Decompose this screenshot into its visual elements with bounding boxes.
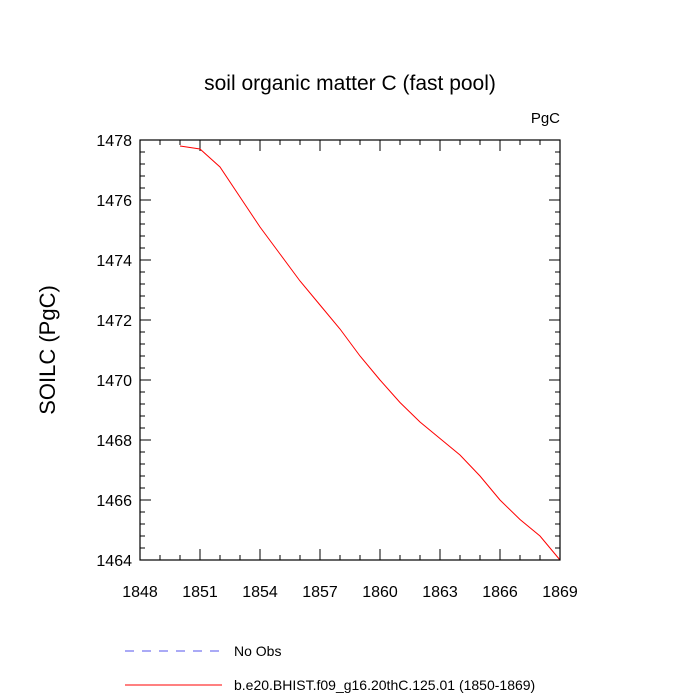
units-label: PgC	[531, 110, 560, 127]
x-tick-label: 1857	[302, 584, 338, 601]
x-tick-label: 1869	[542, 584, 578, 601]
y-tick-label: 1472	[96, 313, 132, 330]
x-tick-label: 1863	[422, 584, 458, 601]
legend-entry: No Obs	[234, 643, 281, 659]
x-tick-label: 1851	[182, 584, 218, 601]
y-tick-label: 1470	[96, 373, 132, 390]
y-tick-label: 1466	[96, 493, 132, 510]
series-line	[179, 145, 561, 561]
y-tick-label: 1476	[96, 193, 132, 210]
plot-frame	[139, 139, 561, 561]
y-tick-label: 1468	[96, 433, 132, 450]
x-tick-label: 1854	[242, 584, 278, 601]
y-tick-label: 1464	[96, 553, 132, 570]
x-tick-label: 1848	[122, 584, 158, 601]
chart-title: soil organic matter C (fast pool)	[204, 72, 496, 95]
x-tick-label: 1860	[362, 584, 398, 601]
y-axis-label: SOILC (PgC)	[35, 285, 60, 415]
plot-series	[179, 145, 561, 561]
axis-ticks: 1848 1851 1854 1857 1860 1863 1866 1869 1464 1466…	[96, 133, 577, 601]
y-tick-label: 1478	[96, 133, 132, 150]
legend-entry: b.e20.BHIST.f09_g16.20thC.125.01 (1850-1…	[234, 677, 535, 693]
x-tick-label: 1866	[482, 584, 518, 601]
y-tick-label: 1474	[96, 253, 132, 270]
legend: No Obs b.e20.BHIST.f09_g16.20thC.125.01 (…	[125, 643, 535, 693]
